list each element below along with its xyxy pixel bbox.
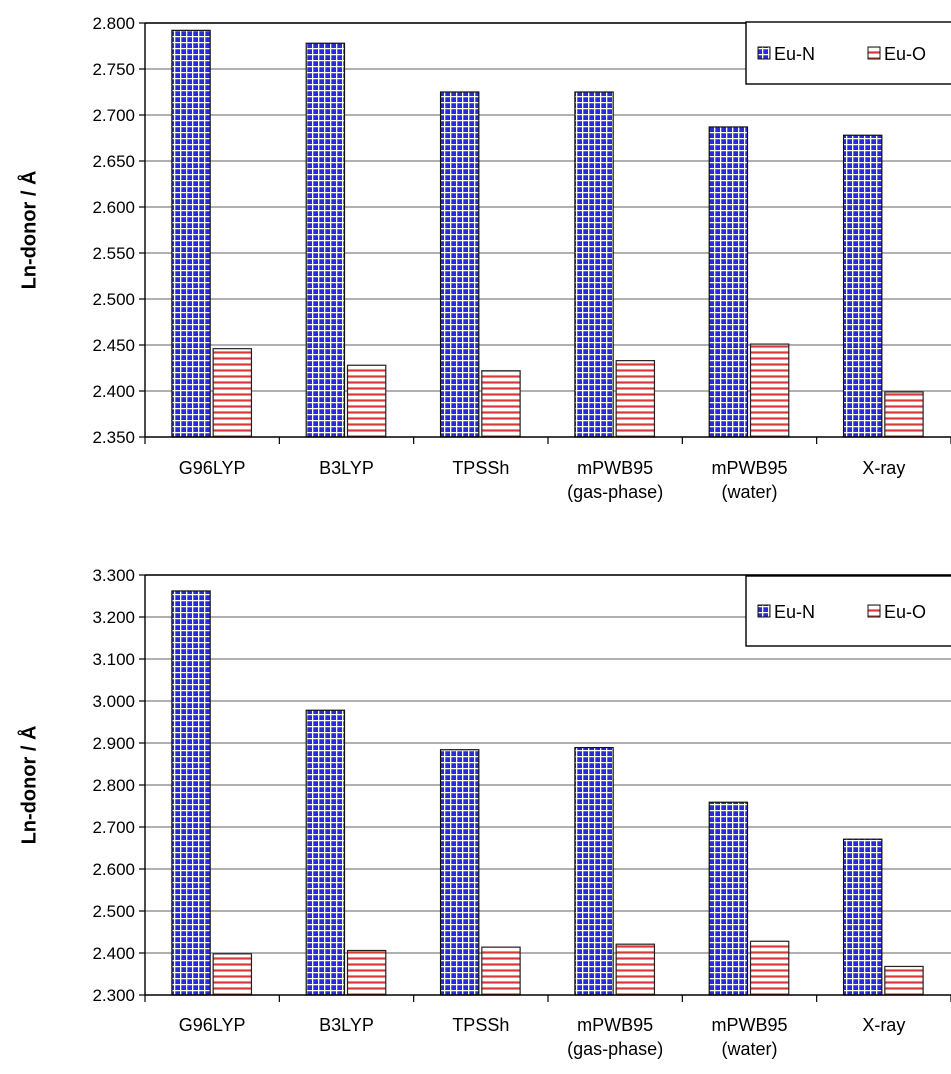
y-tick-label: 3.000 bbox=[92, 692, 135, 711]
legend-label-eu-n: Eu-N bbox=[774, 44, 815, 64]
y-tick-label: 2.550 bbox=[92, 244, 135, 263]
y-tick-label: 2.900 bbox=[92, 734, 135, 753]
bar-eu-o bbox=[481, 946, 521, 996]
legend: Eu-N Eu-O bbox=[745, 575, 951, 647]
y-tick-label: 2.800 bbox=[92, 776, 135, 795]
bar-eu-o bbox=[212, 348, 253, 438]
bar-eu-n bbox=[439, 749, 480, 996]
y-tick-label: 2.700 bbox=[92, 106, 135, 125]
y-tick-label: 3.100 bbox=[92, 650, 135, 669]
y-tick-label: 2.700 bbox=[92, 818, 135, 837]
bar-eu-o bbox=[615, 360, 656, 438]
bar-eu-n bbox=[708, 801, 749, 996]
bar-eu-o bbox=[749, 343, 790, 438]
x-tick-label: mPWB95 (gas-phase) bbox=[567, 1015, 663, 1059]
y-tick-label: 3.200 bbox=[92, 608, 135, 627]
bar-eu-n bbox=[171, 29, 211, 438]
x-tick-label: mPWB95 (water) bbox=[711, 458, 787, 502]
y-tick-label: 2.450 bbox=[92, 336, 135, 355]
y-tick-label: 2.350 bbox=[92, 428, 135, 447]
y-tick-label: 2.750 bbox=[92, 60, 135, 79]
bar-eu-n bbox=[574, 747, 614, 996]
bar-eu-n bbox=[305, 709, 346, 996]
x-tick-label: B3LYP bbox=[319, 1015, 374, 1035]
x-tick-label: mPWB95 (gas-phase) bbox=[567, 458, 663, 502]
bar-eu-o bbox=[749, 940, 790, 996]
bar-eu-n bbox=[842, 134, 883, 438]
legend: Eu-N Eu-O bbox=[745, 21, 951, 85]
y-tick-label: 2.400 bbox=[92, 382, 135, 401]
bar-eu-o bbox=[346, 949, 387, 996]
y-axis-label: Ln-donor / Å bbox=[16, 171, 40, 290]
bar-eu-n bbox=[708, 126, 749, 438]
bar-eu-n bbox=[439, 91, 480, 438]
legend-box bbox=[745, 21, 951, 85]
x-tick-label: X-ray bbox=[862, 458, 905, 478]
x-tick-label: TPSSh bbox=[452, 458, 509, 478]
bar-eu-o bbox=[346, 364, 387, 438]
y-tick-label: 2.650 bbox=[92, 152, 135, 171]
legend-box bbox=[745, 575, 951, 647]
legend-swatch-eu-n bbox=[757, 46, 771, 60]
bar-eu-n bbox=[171, 590, 211, 996]
y-tick-label: 2.300 bbox=[92, 986, 135, 1005]
legend-swatch-eu-o bbox=[867, 604, 881, 618]
y-tick-label: 2.600 bbox=[92, 198, 135, 217]
x-tick-label: B3LYP bbox=[319, 458, 374, 478]
bar-eu-o bbox=[212, 953, 253, 996]
x-tick-label: G96LYP bbox=[179, 458, 246, 478]
chart-bottom: 2.300 2.400 2.500 2.600 2.700 2.800 2.900 3.000… bbox=[16, 566, 951, 1059]
bar-eu-o bbox=[615, 943, 656, 996]
x-tick-label: mPWB95 (water) bbox=[711, 1015, 787, 1059]
bar-eu-n bbox=[574, 91, 614, 438]
chart-top: 2.350 2.400 2.450 2.500 2.550 2.600 2.650 2.700… bbox=[16, 14, 951, 502]
legend-label-eu-o: Eu-O bbox=[884, 602, 926, 622]
legend-swatch-eu-o bbox=[867, 46, 881, 60]
y-tick-label: 2.600 bbox=[92, 860, 135, 879]
bar-eu-o bbox=[481, 370, 521, 438]
legend-swatch-eu-n bbox=[757, 604, 771, 618]
legend-label-eu-o: Eu-O bbox=[884, 44, 926, 64]
x-tick-label: G96LYP bbox=[179, 1015, 246, 1035]
x-tick-label: X-ray bbox=[862, 1015, 905, 1035]
bar-eu-o bbox=[884, 965, 924, 996]
bar-eu-n bbox=[305, 42, 346, 438]
y-tick-label: 3.300 bbox=[92, 566, 135, 585]
legend-label-eu-n: Eu-N bbox=[774, 602, 815, 622]
y-tick-label: 2.800 bbox=[92, 14, 135, 33]
x-tick-label: TPSSh bbox=[452, 1015, 509, 1035]
bar-eu-n bbox=[842, 838, 883, 996]
y-tick-label: 2.500 bbox=[92, 902, 135, 921]
y-axis-label: Ln-donor / Å bbox=[16, 726, 40, 845]
bar-eu-o bbox=[884, 391, 924, 438]
y-tick-label: 2.400 bbox=[92, 944, 135, 963]
y-tick-label: 2.500 bbox=[92, 290, 135, 309]
